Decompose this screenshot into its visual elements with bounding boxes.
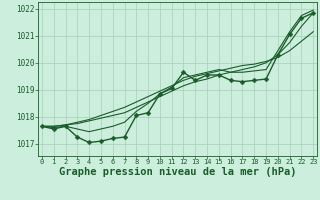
X-axis label: Graphe pression niveau de la mer (hPa): Graphe pression niveau de la mer (hPa) bbox=[59, 167, 296, 177]
